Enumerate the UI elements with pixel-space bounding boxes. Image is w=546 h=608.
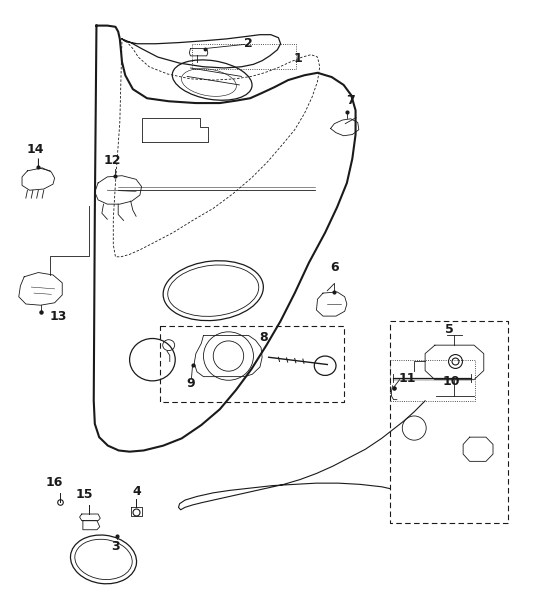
- Text: 5: 5: [445, 323, 454, 336]
- Text: 1: 1: [294, 52, 302, 65]
- Text: 8: 8: [259, 331, 268, 344]
- Text: 15: 15: [75, 488, 93, 502]
- Text: 3: 3: [111, 540, 120, 553]
- Text: 6: 6: [331, 261, 339, 274]
- Text: 14: 14: [26, 143, 44, 156]
- Text: 10: 10: [442, 375, 460, 388]
- Text: 12: 12: [104, 154, 122, 167]
- Text: 4: 4: [133, 485, 141, 498]
- Text: 2: 2: [244, 37, 253, 50]
- Text: 11: 11: [399, 372, 417, 385]
- Text: 7: 7: [346, 94, 354, 107]
- Text: 16: 16: [46, 475, 63, 489]
- Text: 9: 9: [186, 378, 195, 390]
- Text: 13: 13: [49, 310, 67, 323]
